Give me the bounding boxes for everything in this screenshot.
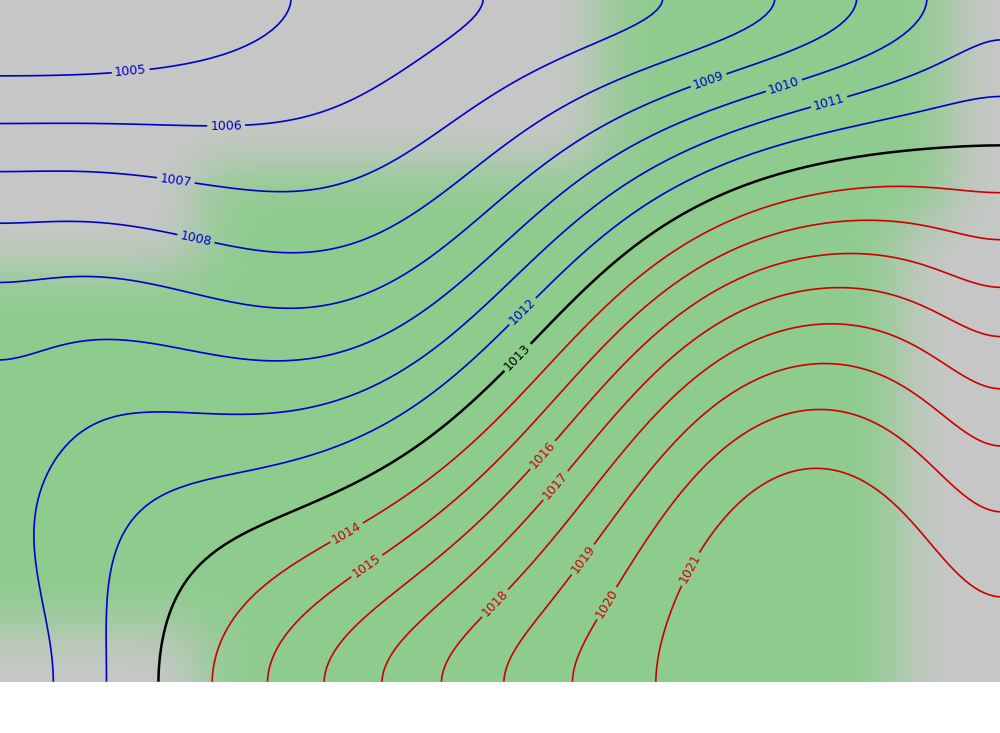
Text: 1015: 1015 xyxy=(350,551,384,581)
Text: 1020: 1020 xyxy=(593,586,620,620)
Text: 1016: 1016 xyxy=(527,439,558,471)
Text: 1006: 1006 xyxy=(210,119,242,133)
Text: 1018: 1018 xyxy=(479,587,511,619)
Text: Surface pressure [hPa] Arpege-eu: Surface pressure [hPa] Arpege-eu xyxy=(20,696,340,714)
Text: 1013: 1013 xyxy=(502,342,533,373)
Text: 1011: 1011 xyxy=(812,92,846,112)
Text: 1010: 1010 xyxy=(767,75,801,97)
Text: 1009: 1009 xyxy=(691,69,726,92)
Text: 1005: 1005 xyxy=(114,63,147,79)
Text: 1012: 1012 xyxy=(507,295,538,327)
Text: 1019: 1019 xyxy=(568,543,598,576)
Text: We 29-05-2024 00:00 UTC (12+84): We 29-05-2024 00:00 UTC (12+84) xyxy=(650,696,960,714)
Text: © weatheronline.co.uk: © weatheronline.co.uk xyxy=(822,719,980,732)
Text: 1007: 1007 xyxy=(159,172,193,189)
Text: 1014: 1014 xyxy=(330,519,364,546)
Text: 1021: 1021 xyxy=(677,552,703,586)
Text: 1008: 1008 xyxy=(179,229,213,248)
Text: 1017: 1017 xyxy=(540,469,571,502)
